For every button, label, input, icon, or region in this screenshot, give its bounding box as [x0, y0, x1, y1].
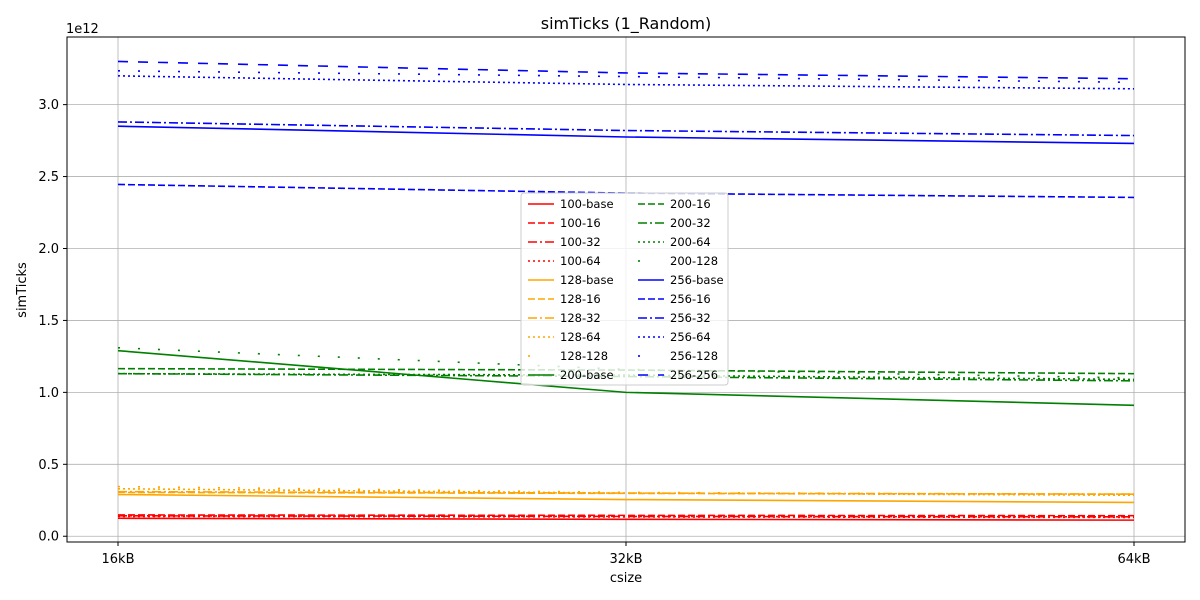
- legend-entry-label: 200-128: [670, 254, 718, 268]
- series-line-128-base: [117, 493, 1135, 504]
- legend-entry-label: 256-16: [670, 292, 711, 306]
- series-line-100-base: [117, 517, 1135, 521]
- y-tick-label: 0.5: [38, 458, 59, 473]
- legend-entry-label: 100-32: [560, 235, 601, 249]
- series-line-200-16: [117, 367, 1135, 375]
- series-line-200-32: [117, 372, 1135, 382]
- legend-entry-label: 256-base: [670, 273, 724, 287]
- series-line-100-16: [117, 514, 1135, 517]
- series-line-256-64: [117, 75, 1135, 90]
- axis-ticks: 16kB 32kB 64kB 0.0 0.5 1.0 1.5 2.0 2.5 3.0: [38, 98, 1150, 567]
- chart-title: simTicks (1_Random): [541, 14, 711, 34]
- legend-entry-label: 256-32: [670, 311, 711, 325]
- legend-box: [520, 192, 729, 386]
- legend: 100-base 100-16 100-32 100-64 128-base 128-16…: [520, 192, 729, 386]
- y-axis-label: simTicks: [15, 262, 30, 318]
- legend-entry-label: 256-128: [670, 349, 718, 363]
- legend-entry-label: 200-16: [670, 197, 711, 211]
- series-line-200-base: [117, 349, 1135, 407]
- series-line-256-256: [117, 60, 1135, 80]
- x-tick-label: 32kB: [610, 552, 643, 567]
- legend-entry-label: 128-base: [560, 273, 614, 287]
- series-lines: [117, 60, 1135, 521]
- x-tick-label: 64kB: [1118, 552, 1151, 567]
- legend-entry-label: 100-64: [560, 254, 601, 268]
- y-axis-offset-label: 1e12: [66, 22, 99, 37]
- y-tick-label: 3.0: [38, 98, 59, 113]
- series-line-100-64: [117, 515, 1135, 519]
- legend-entry-label: 200-64: [670, 235, 711, 249]
- series-line-256-16: [117, 183, 1135, 199]
- legend-entry-label: 128-32: [560, 311, 601, 325]
- y-tick-label: 1.0: [38, 386, 59, 401]
- legend-entry-label: 100-16: [560, 216, 601, 230]
- legend-entry-label: 200-32: [670, 216, 711, 230]
- series-line-256-32: [117, 121, 1135, 137]
- legend-entry-label: 200-base: [560, 368, 614, 382]
- legend-entry-label: 128-16: [560, 292, 601, 306]
- series-line-128-64: [117, 487, 1135, 497]
- legend-entry-label: 256-256: [670, 368, 718, 382]
- y-tick-label: 1.5: [38, 314, 59, 329]
- legend-entry-label: 100-base: [560, 197, 614, 211]
- legend-entry-label: 128-64: [560, 330, 601, 344]
- y-tick-label: 0.0: [38, 530, 59, 545]
- y-tick-label: 2.0: [38, 242, 59, 257]
- legend-entry-label: 256-64: [670, 330, 711, 344]
- legend-entry-label: 128-128: [560, 349, 608, 363]
- x-tick-label: 16kB: [102, 552, 135, 567]
- x-axis-label: csize: [610, 571, 642, 586]
- series-line-256-base: [117, 125, 1135, 145]
- series-line-200-64: [117, 372, 1135, 381]
- y-tick-label: 2.5: [38, 170, 59, 185]
